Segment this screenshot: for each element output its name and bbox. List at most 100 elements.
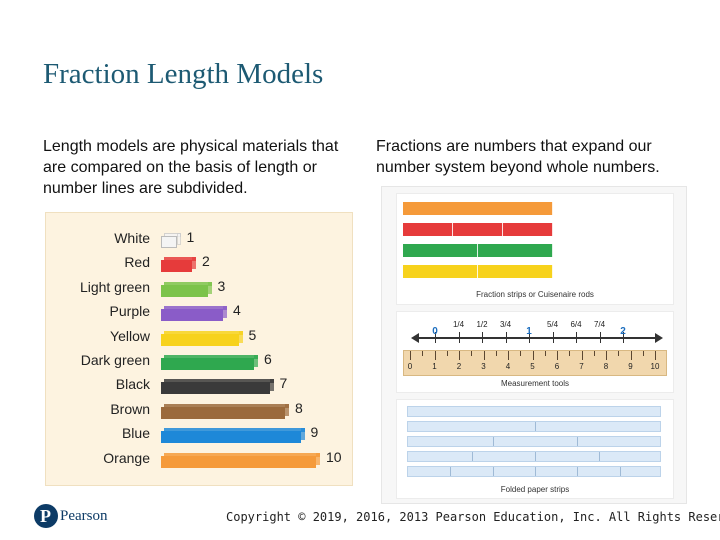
rod-length-label: 4 [233,302,241,319]
rod-row: Dark green 6 [46,349,354,373]
rod-side-face [223,306,227,319]
fold-line [471,452,473,461]
ruler-number: 4 [505,362,511,371]
rod-front-face [161,431,301,444]
ruler-number: 5 [530,362,535,371]
number-line-tick [576,332,577,343]
rod-name: Brown [110,400,150,417]
number-line-label: 3/4 [499,320,512,329]
measurement-tools-panel: 0 1 2 3 4 5 6 7 8 9 10 Measurement tools 0 1/4 1/2 3/… [396,311,674,393]
fold-line [492,467,494,476]
rod-dark-green [161,355,258,370]
rod-length-label: 8 [295,399,303,416]
rod-side-face [207,281,212,294]
rod-side-face [316,452,320,465]
paper-strip [407,466,661,477]
strip-segment [403,265,478,278]
rod-row: Yellow 5 [46,325,354,349]
rod-front-face [161,406,285,419]
fold-line [577,467,579,476]
rod-black [161,379,274,395]
ruler-number: 2 [456,362,462,371]
rod-front-face [161,382,270,395]
strip-segment [403,223,453,236]
paper-strip [407,436,661,447]
rod-length-label: 3 [217,277,226,294]
number-line-tick [599,332,601,343]
ruler-number: 6 [554,362,560,371]
ruler-number: 1 [432,362,437,371]
rod-side-face [285,403,289,416]
rod-name: Red [124,254,150,271]
rod-side-face [238,330,243,343]
paper-strip [407,451,661,462]
strip-segment [453,223,503,236]
rod-name: Light green [79,278,150,295]
ruler-tick [593,351,595,356]
rod-orange [161,452,320,468]
rod-name: Dark green [80,352,150,368]
number-line-tick [552,332,554,343]
paper-strip [407,406,661,417]
ruler-tick [471,351,473,356]
strip-segment [503,223,553,236]
rod-front-face [161,333,239,346]
rod-name: Purple [109,303,150,320]
strip-segment [478,244,553,257]
right-arrow-icon [655,333,663,343]
rod-top-face [164,281,212,286]
rod-top-face [164,452,320,457]
rod-brown [161,403,289,419]
rod-side-face [300,428,305,441]
slide-title: Fraction Length Models [43,58,324,90]
rod-row: Orange 10 [46,447,354,471]
fraction-strip [403,265,553,278]
length-models-figure: Fraction strips or Cuisenaire rods 0 1 2 3 4… [381,186,687,504]
folded-paper-caption: Folded paper strips [500,485,570,494]
rod-light-green [161,281,212,297]
copyright-notice: Copyright © 2019, 2016, 2013 Pearson Edu… [226,510,720,524]
number-line-label: 6/4 [570,320,582,329]
fraction-strip [403,223,553,236]
number-line-label: 5/4 [546,320,559,329]
ruler-tick [606,351,607,360]
right-body-text: Fractions are numbers that expand our nu… [376,138,660,176]
ruler-tick [459,351,460,360]
rod-length-label: 1 [186,229,195,245]
rod-name: Blue [121,425,150,442]
rod-top-face [164,428,305,433]
number-line [417,337,657,339]
rod-front-face [161,236,177,248]
number-line-tick [529,332,530,343]
fold-line [535,467,536,476]
fold-line [598,452,600,461]
number-line-label: 2 [620,326,626,337]
ruler-tick [434,351,436,360]
pearson-p-icon: P [34,504,58,528]
rod-length-label: 5 [248,326,257,343]
rod-white [161,233,181,248]
rod-length-label: 7 [279,375,288,392]
ruler-tick [495,351,497,356]
ruler-tick [581,351,583,360]
number-line-tick [505,332,507,343]
rod-row: Red 2 [46,251,354,275]
measurement-tools-caption: Measurement tools [500,379,570,388]
fold-line [619,467,621,476]
ruler-tick [483,351,485,360]
rod-red [161,257,196,273]
rod-side-face [192,257,196,270]
number-line-label: 1/2 [476,320,488,329]
strip-segment [403,202,553,215]
ruler-tick [642,351,644,356]
left-body-text: Length models are physical materials tha… [43,138,339,197]
rod-row: White 1 [46,227,354,251]
rod-top-face [164,355,258,359]
rod-side-face [254,355,258,367]
logo-text: Pearson [60,508,108,524]
rod-top-face [164,330,243,335]
ruler-number: 10 [650,362,660,371]
ruler-tick [630,351,632,360]
rod-front-face [161,455,316,468]
rod-row: Brown 8 [46,398,354,422]
